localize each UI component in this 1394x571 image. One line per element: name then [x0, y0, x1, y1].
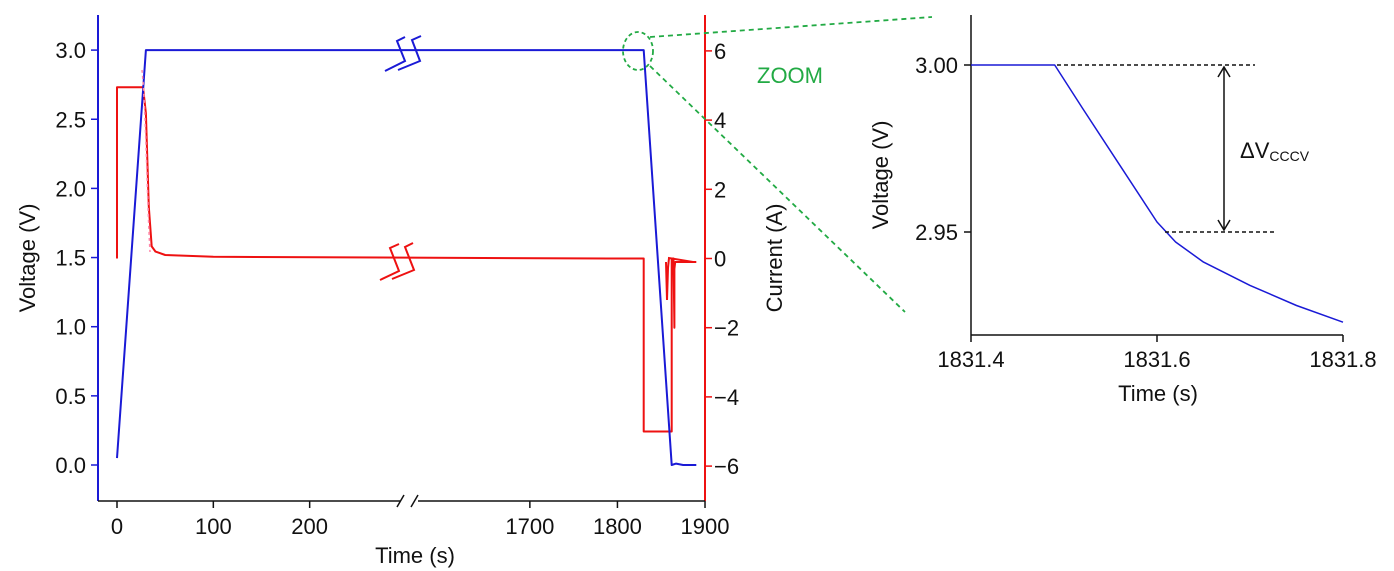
right-y-tick-label: 2	[714, 177, 726, 202]
voltage-line-break-mark	[384, 36, 407, 72]
left-y-tick-label: 3.0	[55, 38, 86, 63]
voltage-series-line	[116, 49, 697, 466]
zoom-circle	[622, 31, 654, 71]
zoom-connector-line-top	[649, 16, 933, 38]
current-dashed-trace	[141, 69, 151, 253]
right-y-tick-label: 6	[714, 39, 726, 64]
inset-plot: 1831.4 1831.6 1831.8 2.95 3.00	[915, 15, 1377, 372]
delta-v-label: ΔV	[1240, 138, 1270, 163]
current-noise-trace	[665, 256, 694, 301]
left-y-tick-label: 0.5	[55, 384, 86, 409]
inset-x-tick-label: 1831.6	[1123, 347, 1190, 372]
x-tick-label: 1800	[593, 514, 642, 539]
right-y-tick-label: −2	[714, 316, 739, 341]
zoom-label: ZOOM	[757, 63, 823, 88]
inset-x-tick-label: 1831.8	[1309, 347, 1376, 372]
x-axis-break-mark	[396, 494, 405, 508]
x-axis-break-mark	[410, 494, 419, 508]
left-y-tick-label: 1.5	[55, 246, 86, 271]
current-series-line	[116, 86, 697, 433]
main-y-axis-label-voltage: Voltage (V)	[15, 204, 40, 313]
x-tick-label: 1700	[505, 514, 554, 539]
delta-v-annotation: ΔVCCCV	[1240, 138, 1310, 164]
x-tick-label: 0	[111, 514, 123, 539]
delta-v-subscript: CCCV	[1269, 148, 1309, 164]
inset-x-tick-label: 1831.4	[937, 347, 1004, 372]
x-tick-label: 100	[195, 514, 232, 539]
inset-y-tick-label: 2.95	[915, 220, 958, 245]
left-y-tick-label: 1.0	[55, 315, 86, 340]
inset-y-tick-label: 3.00	[915, 53, 958, 78]
inset-voltage-series-line	[971, 64, 1344, 323]
current-line-break-mark	[391, 242, 416, 280]
inset-y-axis-label: Voltage (V)	[868, 121, 893, 230]
right-y-tick-label: 4	[714, 108, 726, 133]
x-tick-label: 1900	[681, 514, 730, 539]
zoom-connector	[622, 16, 933, 313]
main-x-axis-label: Time (s)	[375, 543, 455, 568]
voltage-line-break-mark	[397, 35, 422, 71]
right-y-tick-label: −4	[714, 385, 739, 410]
left-y-tick-label: 2.5	[55, 107, 86, 132]
inset-x-axis-label: Time (s)	[1118, 381, 1198, 406]
left-y-tick-label: 2.0	[55, 176, 86, 201]
right-y-tick-label: 0	[714, 247, 726, 272]
main-y-axis-label-current: Current (A)	[762, 204, 787, 313]
right-y-tick-label: −6	[714, 454, 739, 479]
main-plot: 0 100 200 1700 1800 1900 0.0 0.5 1.0 1.5 2.0 2.5 3.0…	[55, 15, 739, 539]
current-line-break-mark	[379, 243, 401, 281]
x-tick-label: 200	[291, 514, 328, 539]
left-y-tick-label: 0.0	[55, 453, 86, 478]
delta-v-arrow-head-top	[1217, 65, 1231, 78]
delta-v-arrow-head-bottom	[1217, 219, 1231, 232]
